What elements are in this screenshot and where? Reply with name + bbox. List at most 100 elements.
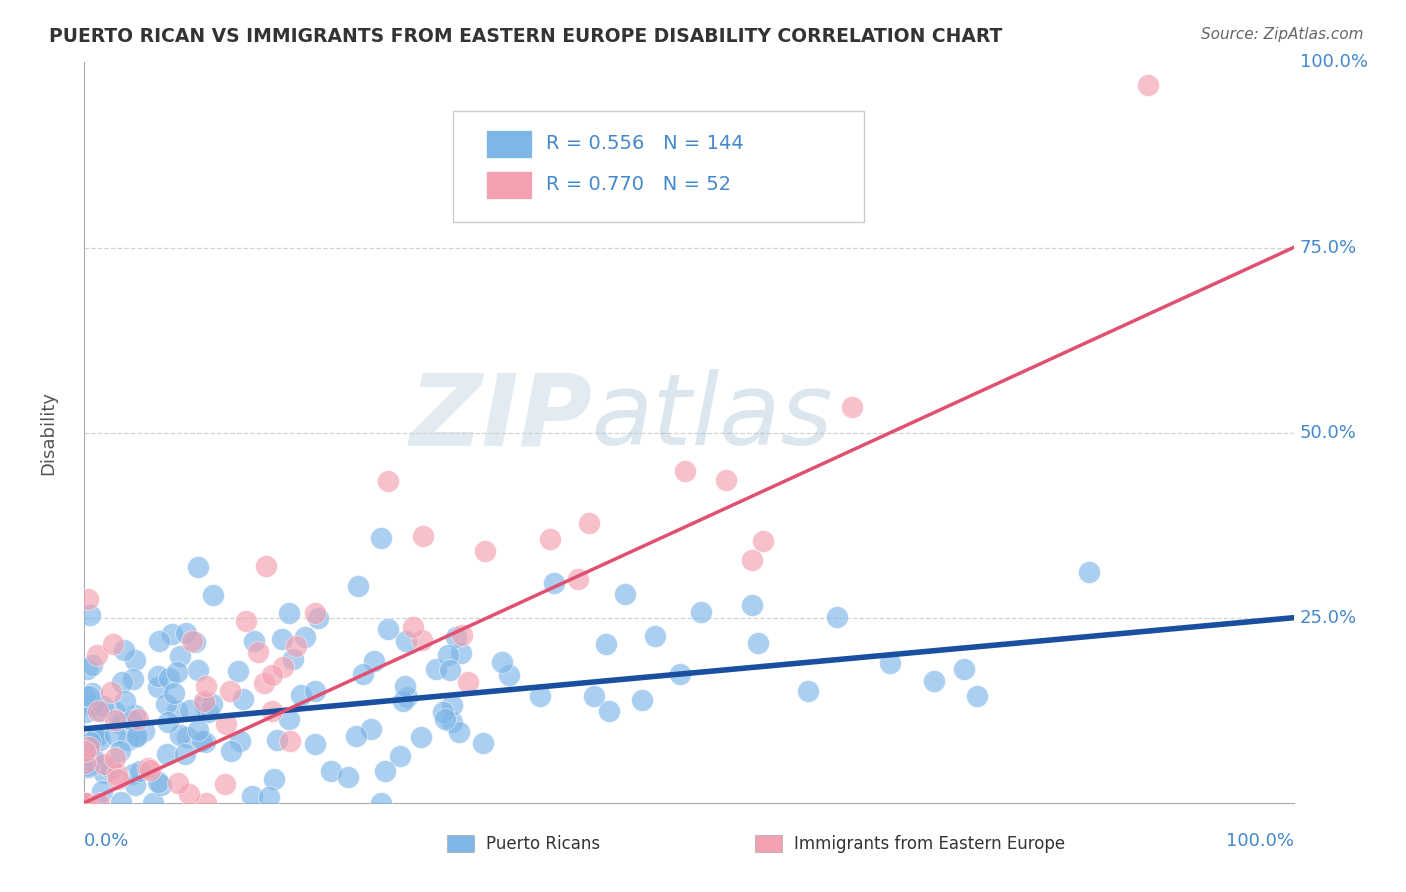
Point	[240, 789, 263, 803]
Point	[716, 474, 738, 488]
Point	[76, 796, 98, 810]
Point	[100, 761, 122, 775]
Point	[278, 712, 301, 726]
Text: R = 0.556   N = 144: R = 0.556 N = 144	[547, 135, 744, 153]
Point	[127, 712, 149, 726]
Point	[104, 728, 127, 742]
Point	[392, 694, 415, 708]
Point	[100, 685, 122, 699]
Point	[148, 681, 170, 695]
Point	[83, 752, 105, 766]
Point	[228, 664, 250, 678]
Point	[73, 744, 96, 758]
Point	[229, 733, 252, 747]
Text: 0.0%: 0.0%	[84, 832, 129, 850]
Point	[156, 747, 179, 762]
Point	[396, 690, 419, 705]
Point	[363, 654, 385, 668]
Point	[79, 690, 101, 704]
Point	[79, 740, 101, 755]
Point	[434, 712, 457, 726]
Point	[457, 675, 479, 690]
Point	[174, 626, 197, 640]
Point	[186, 664, 208, 678]
Point	[174, 747, 197, 761]
Point	[352, 666, 374, 681]
Point	[155, 698, 177, 712]
Point	[922, 673, 945, 688]
Point	[953, 662, 976, 676]
Point	[89, 733, 111, 747]
Point	[669, 666, 692, 681]
FancyBboxPatch shape	[486, 130, 531, 158]
Point	[304, 737, 326, 751]
Point	[263, 772, 285, 786]
FancyBboxPatch shape	[486, 170, 531, 199]
Point	[271, 632, 294, 646]
Point	[219, 684, 242, 698]
Point	[631, 693, 654, 707]
Point	[73, 796, 96, 810]
Point	[966, 690, 988, 704]
Text: Immigrants from Eastern Europe: Immigrants from Eastern Europe	[794, 835, 1066, 853]
Point	[77, 796, 100, 810]
Point	[747, 636, 769, 650]
Text: R = 0.770   N = 52: R = 0.770 N = 52	[547, 175, 731, 194]
Point	[449, 725, 471, 739]
Point	[752, 533, 775, 548]
Point	[179, 703, 201, 717]
Point	[76, 759, 98, 773]
Point	[370, 796, 392, 810]
Point	[93, 757, 115, 772]
Text: ZIP: ZIP	[409, 369, 592, 467]
Point	[675, 464, 697, 478]
Point	[374, 764, 396, 779]
Point	[254, 558, 277, 573]
Point	[80, 658, 103, 673]
Point	[425, 662, 447, 676]
Point	[150, 778, 173, 792]
Point	[402, 620, 425, 634]
Point	[232, 691, 254, 706]
Point	[76, 662, 98, 676]
Point	[253, 676, 276, 690]
Point	[307, 610, 329, 624]
Point	[271, 660, 294, 674]
Point	[112, 643, 135, 657]
Point	[644, 629, 666, 643]
Point	[741, 553, 763, 567]
Point	[101, 637, 124, 651]
Point	[157, 671, 180, 685]
Point	[75, 796, 97, 810]
Point	[195, 796, 218, 810]
Point	[388, 748, 411, 763]
Point	[111, 674, 134, 689]
Point	[595, 637, 617, 651]
FancyBboxPatch shape	[447, 836, 474, 852]
Point	[169, 728, 191, 742]
Point	[411, 632, 433, 647]
Point	[471, 736, 494, 750]
Point	[124, 730, 146, 744]
Point	[110, 795, 132, 809]
Point	[82, 698, 104, 712]
Point	[235, 614, 257, 628]
Point	[281, 652, 304, 666]
Point	[176, 730, 198, 744]
Point	[91, 784, 114, 798]
FancyBboxPatch shape	[453, 111, 865, 221]
Point	[121, 672, 143, 686]
Point	[214, 777, 236, 791]
Point	[201, 697, 224, 711]
Point	[187, 723, 209, 737]
Point	[148, 634, 170, 648]
Point	[304, 683, 326, 698]
Point	[82, 753, 104, 767]
Point	[394, 634, 416, 648]
Point	[129, 764, 152, 779]
Point	[104, 705, 127, 719]
Point	[825, 610, 848, 624]
Point	[86, 796, 108, 810]
Point	[266, 733, 288, 747]
Point	[578, 516, 600, 530]
